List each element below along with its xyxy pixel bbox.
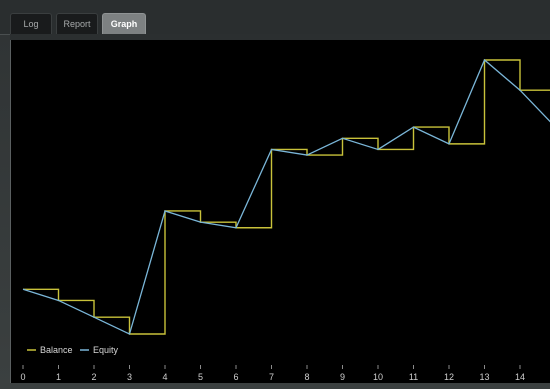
x-tick-label: 6 (233, 372, 238, 382)
graph-panel-header (10, 34, 550, 40)
x-tick-label: 10 (373, 372, 383, 382)
x-tick-label: 13 (479, 372, 489, 382)
graph-panel (10, 34, 550, 383)
x-tick-label: 3 (127, 372, 132, 382)
chart-series (22, 58, 550, 335)
legend-equity-label: Equity (93, 345, 119, 355)
x-tick-label: 2 (91, 372, 96, 382)
x-tick-label: 4 (162, 372, 167, 382)
x-tick-label: 8 (304, 372, 309, 382)
x-axis: 0 1 2 3 4 5 6 7 8 9 10 11 12 13 14 (20, 365, 525, 382)
tab-graph[interactable]: Graph (102, 13, 146, 34)
tab-bar: Log Report Graph (0, 0, 550, 35)
chart-legend: Balance Equity (27, 345, 119, 355)
x-tick-label: 9 (340, 372, 345, 382)
x-tick-label: 14 (515, 372, 525, 382)
x-tick-label: 0 (20, 372, 25, 382)
tab-log[interactable]: Log (10, 13, 52, 34)
x-tick-label: 5 (198, 372, 203, 382)
x-tick-label: 1 (56, 372, 61, 382)
balance-series-line (23, 59, 550, 335)
legend-balance-label: Balance (40, 345, 73, 355)
x-tick-label: 11 (409, 372, 418, 382)
tab-report[interactable]: Report (56, 13, 98, 34)
x-tick-label: 7 (269, 372, 274, 382)
equity-series-line (22, 58, 550, 335)
x-tick-label: 12 (444, 372, 454, 382)
